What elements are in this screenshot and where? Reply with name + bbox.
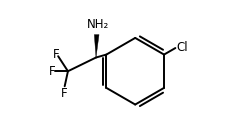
Text: NH₂: NH₂ [86,18,109,31]
Polygon shape [94,35,99,58]
Text: F: F [53,48,59,61]
Text: F: F [61,87,68,100]
Text: F: F [49,65,55,78]
Text: Cl: Cl [176,41,187,54]
